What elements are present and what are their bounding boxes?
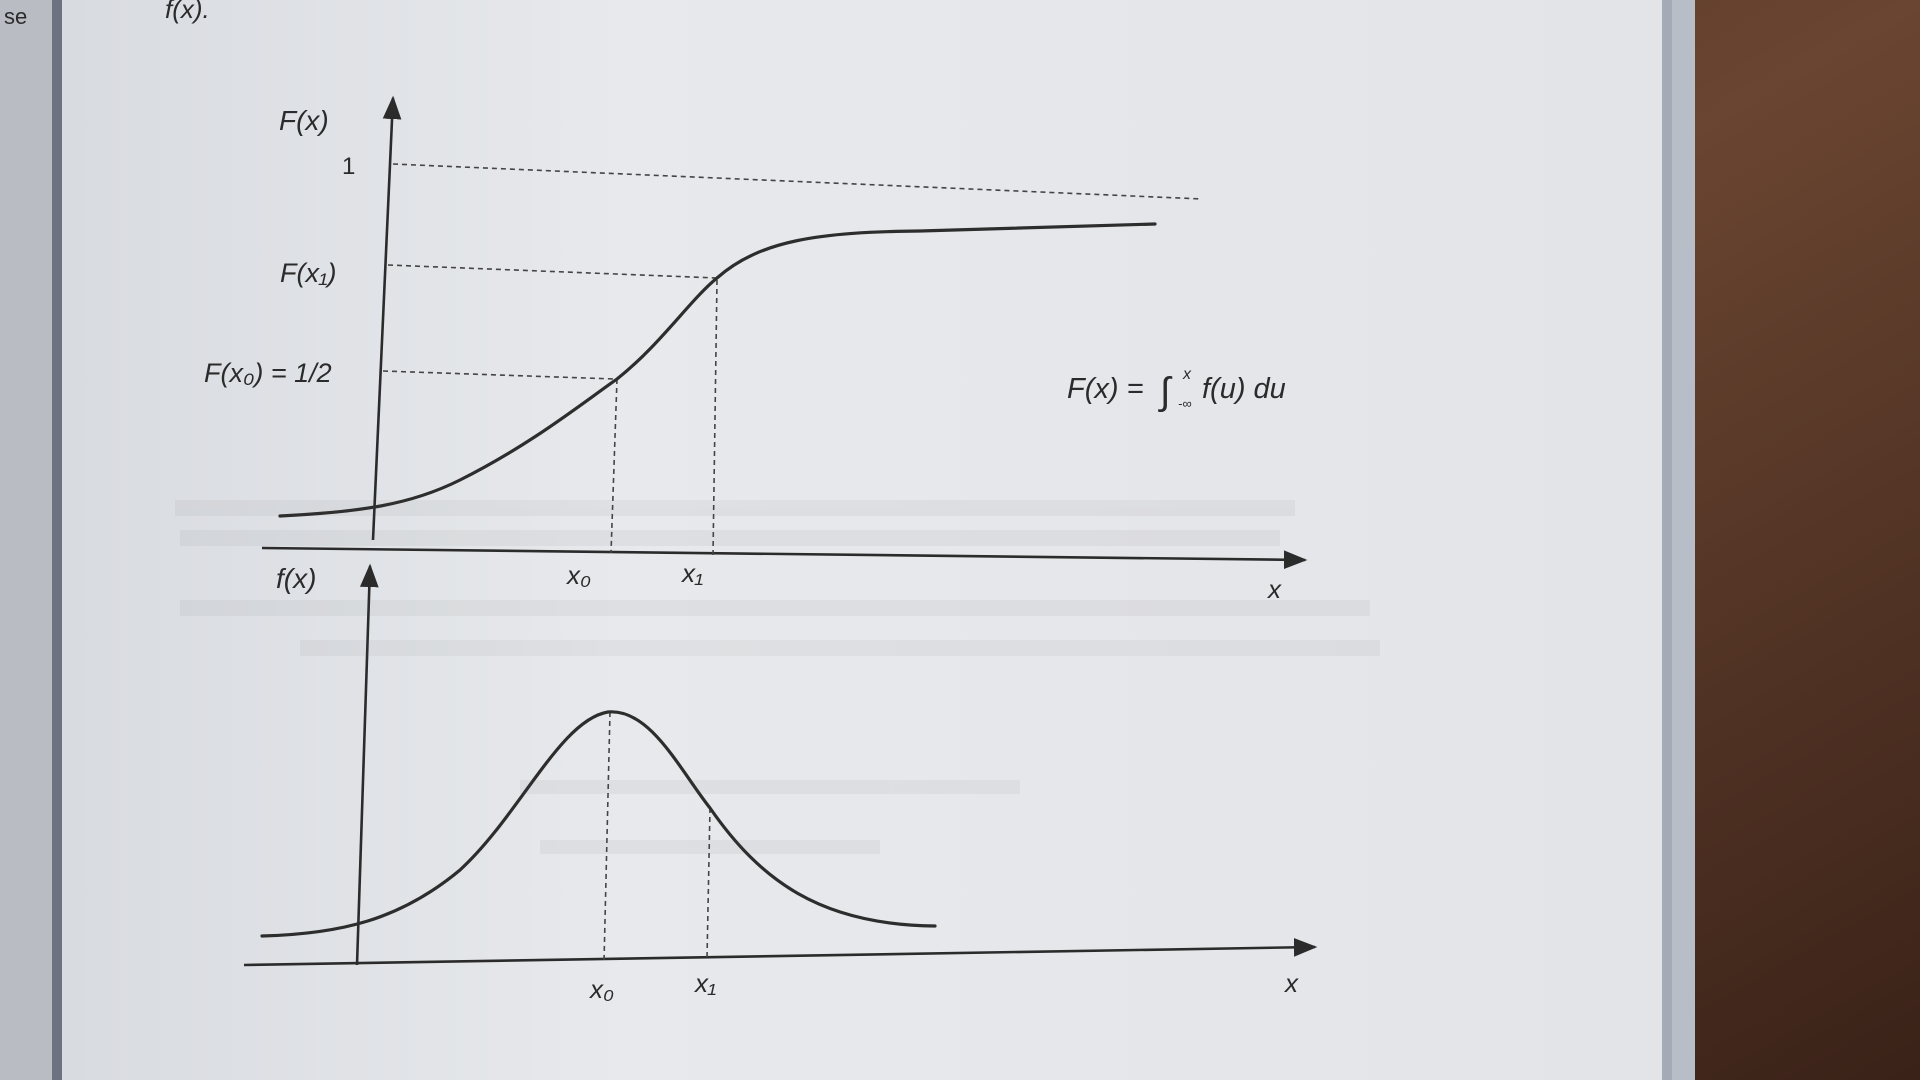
equation-upper-limit: x (1182, 366, 1192, 383)
pdf-x-axis-label: x (1283, 968, 1299, 998)
pdf-y-axis (355, 563, 379, 966)
cdf-equation: F(x) = ∫ x -∞ f(u) du (1067, 366, 1286, 413)
cdf-fx0-guide (382, 370, 616, 380)
cdf-x0-drop (610, 378, 618, 554)
equation-lhs: F(x) = (1067, 373, 1152, 405)
equation-lower-limit: -∞ (1178, 396, 1192, 411)
margin-fragment: se (4, 4, 27, 29)
cdf-y-axis-label: F(x) (279, 105, 329, 136)
equation-integral-sign: ∫ (1158, 371, 1173, 413)
cdf-x1-drop (712, 279, 718, 556)
cdf-x-tick-x1: x₁ (680, 558, 703, 588)
pdf-x0-drop (603, 711, 611, 963)
cdf-tick-one: 1 (342, 153, 355, 180)
cdf-x-axis (261, 546, 1308, 570)
paper-page (62, 0, 1662, 1080)
cdf-tick-fx1: F(x₁) (280, 258, 337, 288)
pdf-x1-drop (706, 807, 711, 959)
pdf-y-axis-label: f(x) (276, 563, 316, 594)
pdf-x-tick-x1: x₁ (693, 968, 716, 998)
cdf-curve (278, 222, 1157, 518)
pdf-panel: f(x) x₀ x₁ x (243, 563, 1318, 1004)
page-stack-edge-inner (1660, 0, 1672, 1080)
cdf-panel: F(x) 1 F(x₁) F(x₀) = 1/2 x₀ x₁ x F(x) = … (204, 95, 1308, 604)
pdf-curve (260, 710, 937, 938)
pdf-x-tick-x0: x₀ (588, 974, 614, 1004)
cdf-x-axis-label: x (1266, 574, 1282, 604)
cdf-fx1-guide (387, 264, 718, 279)
cdf-tick-fx0: F(x₀) = 1/2 (204, 358, 332, 388)
cdf-y-axis (371, 95, 402, 541)
header-fragment: f(x). (165, 0, 210, 24)
cdf-x-tick-x0: x₀ (565, 560, 591, 590)
equation-integrand: f(u) du (1202, 373, 1286, 405)
pdf-x-axis (243, 937, 1318, 967)
show-through-text (175, 500, 1380, 854)
